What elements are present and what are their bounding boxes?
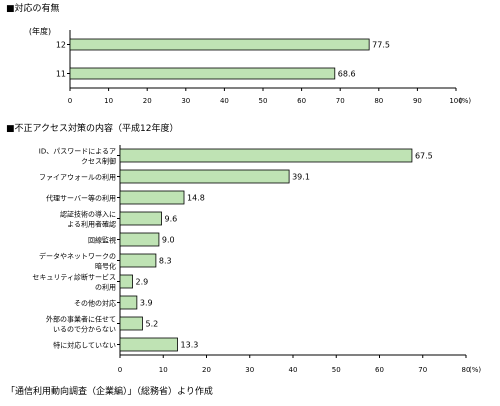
chart2-category-label: データやネットワークの [39, 252, 116, 261]
chart2-x-tick-label: 30 [245, 366, 254, 374]
chart2-value-label: 9.0 [162, 236, 175, 245]
chart1-value-label: 68.6 [338, 70, 356, 79]
chart2-category-label: その他の対応 [74, 299, 116, 308]
chart1-x-tick-label: 0 [68, 97, 72, 105]
chart2-category-label: 暗号化 [95, 262, 116, 271]
chart2-value-label: 13.3 [181, 341, 199, 350]
chart1-x-tick-label: 90 [413, 97, 422, 105]
source-note: 「通信利用動向調査（企業編）」（総務省）より作成 [6, 387, 213, 397]
chart1-bar [69, 38, 370, 51]
chart2-category-label: ID、パスワードによるア [39, 148, 116, 156]
chart2-category-label: の利用 [95, 283, 116, 292]
chart2-value-label: 14.8 [187, 194, 205, 203]
chart2-bar [119, 148, 413, 163]
chart2-value-label: 9.6 [165, 215, 178, 224]
chart1-bar [69, 67, 336, 80]
chart2-bar [119, 295, 138, 310]
chart2-category-label: 外部の事業者に任せて [46, 315, 116, 324]
chart1-x-tick-label: 50 [259, 97, 268, 105]
chart2-category-label: セキュリティ診断サービス [32, 273, 116, 282]
chart2-bar [119, 211, 162, 226]
chart1-x-tick-label: 30 [181, 97, 190, 105]
chart1-x-tick-label: 40 [220, 97, 229, 105]
chart2-bar [119, 274, 133, 289]
chart2-x-tick-label: 0 [118, 366, 122, 374]
chart2-bar [119, 232, 160, 247]
chart2-category-label: いるので分からない [53, 325, 116, 334]
chart2-x-tick-label: 20 [202, 366, 211, 374]
chart2-x-tick-label: 70 [418, 366, 427, 374]
chart2-category-label: ファイアウォールの利用 [39, 173, 116, 182]
chart2-x-tick-label: 80 [462, 366, 471, 374]
chart1-x-tick-label: 80 [374, 97, 383, 105]
chart1-category-label: 12 [56, 41, 66, 50]
chart2-category-label: 特に対応していない [53, 341, 116, 350]
chart2-bar [119, 337, 178, 352]
chart2-bar [119, 316, 143, 331]
chart2-x-tick-label: 40 [289, 366, 298, 374]
chart2-x-tick-label: 60 [375, 366, 384, 374]
chart1-x-tick-label: 20 [143, 97, 152, 105]
chart2-value-label: 3.9 [140, 299, 153, 308]
chart2-value-label: 39.1 [292, 173, 310, 182]
chart2-bar [119, 169, 290, 184]
chart2-bar [119, 190, 185, 205]
chart2-category-label: よる利用者確認 [67, 220, 116, 229]
chart2-value-label: 2.9 [136, 278, 149, 287]
chart1-category-axis-label: (年度) [29, 26, 51, 36]
chart2-x-tick-label: 50 [332, 366, 341, 374]
chart2-category-label: 代理サーバー等の利用 [46, 194, 116, 203]
chart1-x-tick-label: 100 [449, 97, 462, 105]
chart2-x-tick-label: 10 [159, 366, 168, 374]
chart2-bar [119, 253, 157, 268]
chart1-title: ■対応の有無 [6, 4, 60, 14]
chart2-category-label: 回線監視 [88, 236, 116, 245]
chart2-value-label: 67.5 [415, 152, 433, 161]
chart1-value-label: 77.5 [372, 41, 390, 50]
chart1-x-tick-label: 10 [104, 97, 113, 105]
chart1-x-unit: (%) [459, 97, 471, 105]
chart1-x-tick-label: 60 [297, 97, 306, 105]
chart2-value-label: 5.2 [145, 320, 158, 329]
chart1-category-label: 11 [56, 70, 66, 79]
chart2-x-unit: (%) [469, 366, 481, 374]
chart2-category-label: 認証技術の導入に [60, 210, 116, 219]
chart1-x-tick-label: 70 [336, 97, 345, 105]
chart2-category-label: クセス制御 [81, 157, 116, 166]
chart2-value-label: 8.3 [159, 257, 172, 266]
chart2-title: ■不正アクセス対策の内容（平成12年度） [6, 124, 179, 134]
